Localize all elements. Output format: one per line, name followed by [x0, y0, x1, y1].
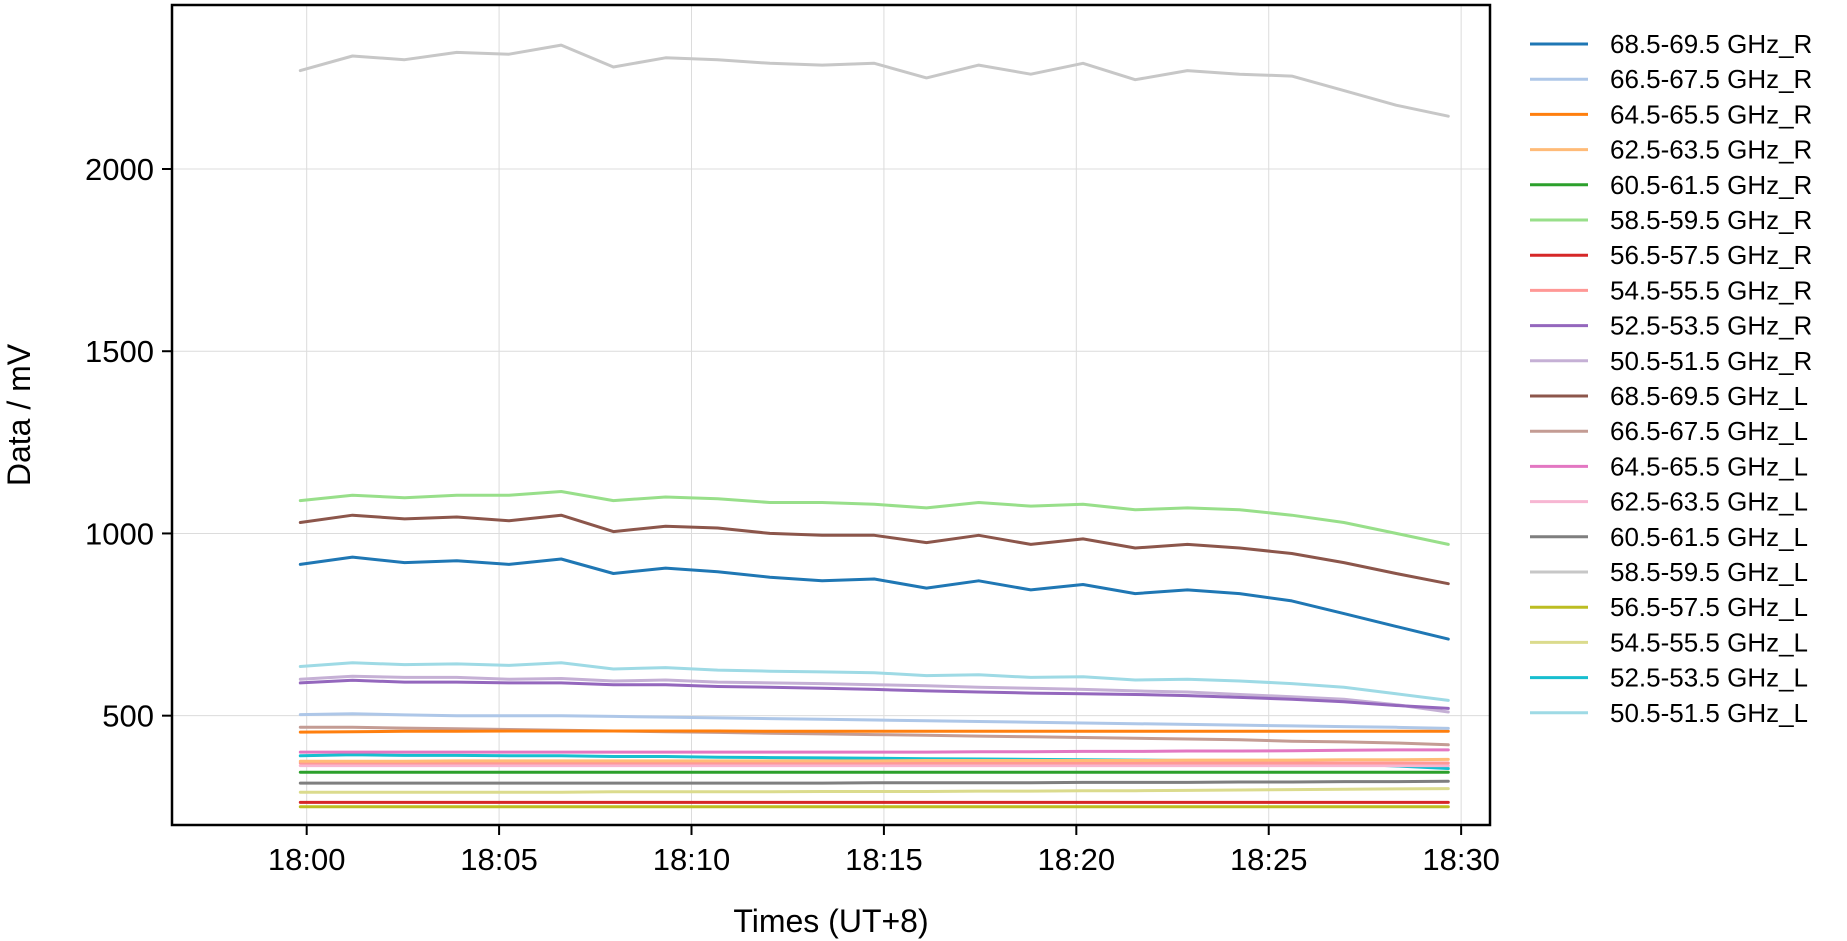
series-line	[298, 748, 1450, 754]
legend-label: 66.5-67.5 GHz_R	[1610, 64, 1812, 94]
legend: 68.5-69.5 GHz_R 66.5-67.5 GHz_R 64.5-65.5 …	[1530, 29, 1812, 728]
x-tick-label: 18:05	[460, 842, 538, 877]
legend-label: 56.5-57.5 GHz_R	[1610, 240, 1812, 270]
legend-label: 58.5-59.5 GHz_R	[1610, 205, 1812, 235]
legend-label: 50.5-51.5 GHz_L	[1610, 698, 1808, 728]
series-line	[298, 729, 1450, 734]
x-tick-label: 18:20	[1038, 842, 1116, 877]
series-line	[298, 787, 1450, 794]
series-line	[298, 661, 1450, 702]
legend-label: 54.5-55.5 GHz_R	[1610, 275, 1812, 305]
series-line	[298, 513, 1450, 586]
series-line	[298, 674, 1450, 714]
legend-label: 64.5-65.5 GHz_L	[1610, 451, 1808, 481]
x-tick-label: 18:15	[845, 842, 923, 877]
axes-frame	[170, 3, 1492, 827]
y-tick-label: 2000	[85, 152, 154, 187]
legend-label: 66.5-67.5 GHz_L	[1610, 416, 1808, 446]
legend-label: 60.5-61.5 GHz_L	[1610, 522, 1808, 552]
series-line	[298, 490, 1450, 546]
legend-label: 58.5-59.5 GHz_L	[1610, 557, 1808, 587]
legend-label: 62.5-63.5 GHz_R	[1610, 135, 1812, 165]
series-line	[298, 43, 1450, 118]
y-axis-label: Data / mV	[1, 343, 37, 486]
legend-label: 54.5-55.5 GHz_L	[1610, 627, 1808, 657]
series-line	[298, 779, 1450, 785]
legend-label: 60.5-61.5 GHz_R	[1610, 170, 1812, 200]
series-line	[298, 555, 1450, 641]
series-line	[298, 678, 1450, 710]
x-tick-label: 18:25	[1230, 842, 1308, 877]
x-axis-label: Times (UT+8)	[733, 903, 928, 939]
legend-label: 56.5-57.5 GHz_L	[1610, 592, 1808, 622]
series-line	[298, 712, 1450, 730]
legend-label: 52.5-53.5 GHz_R	[1610, 311, 1812, 341]
legend-label: 68.5-69.5 GHz_R	[1610, 29, 1812, 59]
y-tick-label: 1000	[85, 516, 154, 551]
y-tick-label: 500	[102, 699, 154, 734]
legend-label: 52.5-53.5 GHz_L	[1610, 663, 1808, 693]
x-tick-label: 18:00	[268, 842, 346, 877]
axis-ticks: 18:00 18:05 18:10 18:15 18:20 18:25 18:30 500 10…	[85, 152, 1500, 877]
x-tick-label: 18:30	[1422, 842, 1500, 877]
legend-label: 50.5-51.5 GHz_R	[1610, 346, 1812, 376]
series-line	[298, 725, 1450, 747]
y-tick-label: 1500	[85, 334, 154, 369]
legend-label: 68.5-69.5 GHz_L	[1610, 381, 1808, 411]
series-lines	[298, 43, 1450, 809]
legend-label: 62.5-63.5 GHz_L	[1610, 487, 1808, 517]
legend-label: 64.5-65.5 GHz_R	[1610, 99, 1812, 129]
grid-lines	[172, 5, 1490, 825]
series-line	[298, 757, 1450, 763]
x-tick-label: 18:10	[653, 842, 731, 877]
